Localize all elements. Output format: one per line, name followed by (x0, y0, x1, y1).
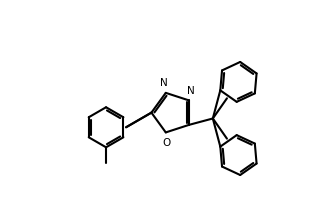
Text: N: N (160, 78, 167, 88)
Text: O: O (162, 138, 171, 148)
Text: N: N (187, 86, 195, 96)
